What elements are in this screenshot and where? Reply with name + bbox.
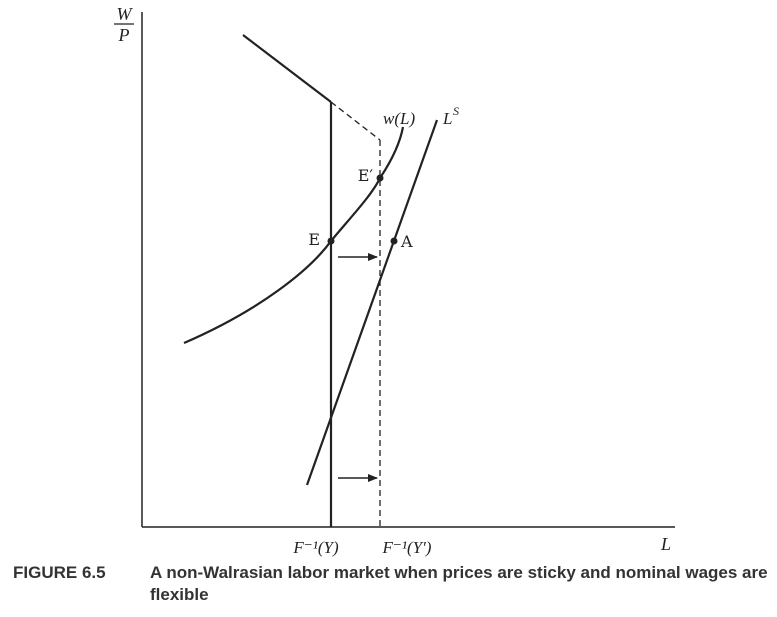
figure-caption-label: FIGURE 6.5	[13, 563, 106, 582]
tick-label-F-inverse-Y: F⁻¹(Y)	[292, 538, 339, 557]
labor-supply-curve	[305, 119, 439, 486]
y-axis-label-numerator: W	[117, 4, 134, 24]
wage-curve-wL	[183, 126, 405, 345]
tick-label-F-inverse-Yprime: F⁻¹(Y′)	[382, 538, 432, 557]
point-A-label: A	[400, 232, 413, 251]
labor-demand-upper-segment	[242, 34, 332, 103]
point-A-marker	[390, 237, 398, 245]
wage-curve-label: w(L)	[383, 109, 415, 128]
shifted-demand-dashed-segment	[330, 101, 381, 141]
point-Eprime-marker	[376, 174, 384, 182]
labor-supply-label: L	[442, 109, 452, 128]
point-Eprime-label: E′	[358, 166, 374, 185]
x-axis-label: L	[660, 534, 671, 554]
y-axis-label-denominator: P	[118, 25, 130, 45]
point-E-marker	[327, 237, 335, 245]
labor-supply-label-superscript: S	[453, 104, 459, 118]
figure-caption-text: A non-Walrasian labor market when prices…	[150, 563, 768, 604]
point-E-label: E	[308, 230, 320, 249]
